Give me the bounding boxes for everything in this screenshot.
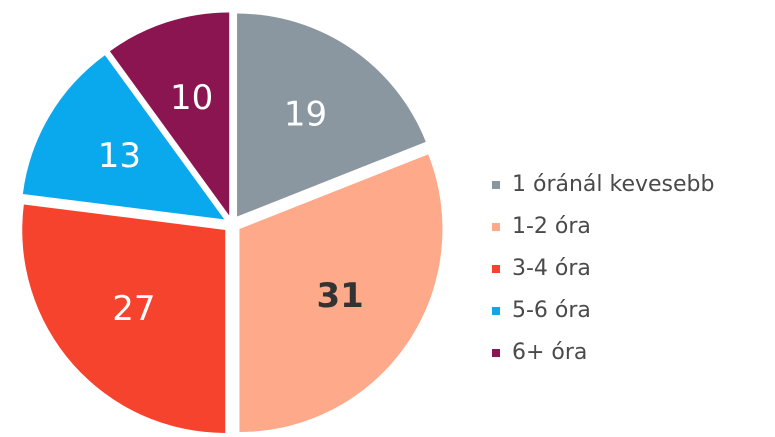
legend-swatch xyxy=(492,265,500,273)
legend-label: 6+ óra xyxy=(512,340,587,365)
legend-label: 1 óránál kevesebb xyxy=(512,172,714,197)
slice-label: 27 xyxy=(112,289,155,329)
slice-label: 31 xyxy=(317,276,364,316)
legend-swatch xyxy=(492,349,500,357)
legend-label: 5-6 óra xyxy=(512,298,591,323)
legend-swatch xyxy=(492,223,500,231)
slice-label: 10 xyxy=(170,78,213,118)
pie-slice xyxy=(22,204,226,433)
pie-slice xyxy=(237,13,426,217)
legend-swatch xyxy=(492,307,500,315)
pie-slice xyxy=(239,154,443,433)
pie-slice xyxy=(109,12,230,216)
legend-swatch xyxy=(492,181,500,189)
pie-slice xyxy=(22,55,225,220)
slice-label: 13 xyxy=(98,136,141,176)
legend-label: 1-2 óra xyxy=(512,214,591,239)
legend-label: 3-4 óra xyxy=(512,256,591,281)
slice-label: 19 xyxy=(284,94,327,134)
